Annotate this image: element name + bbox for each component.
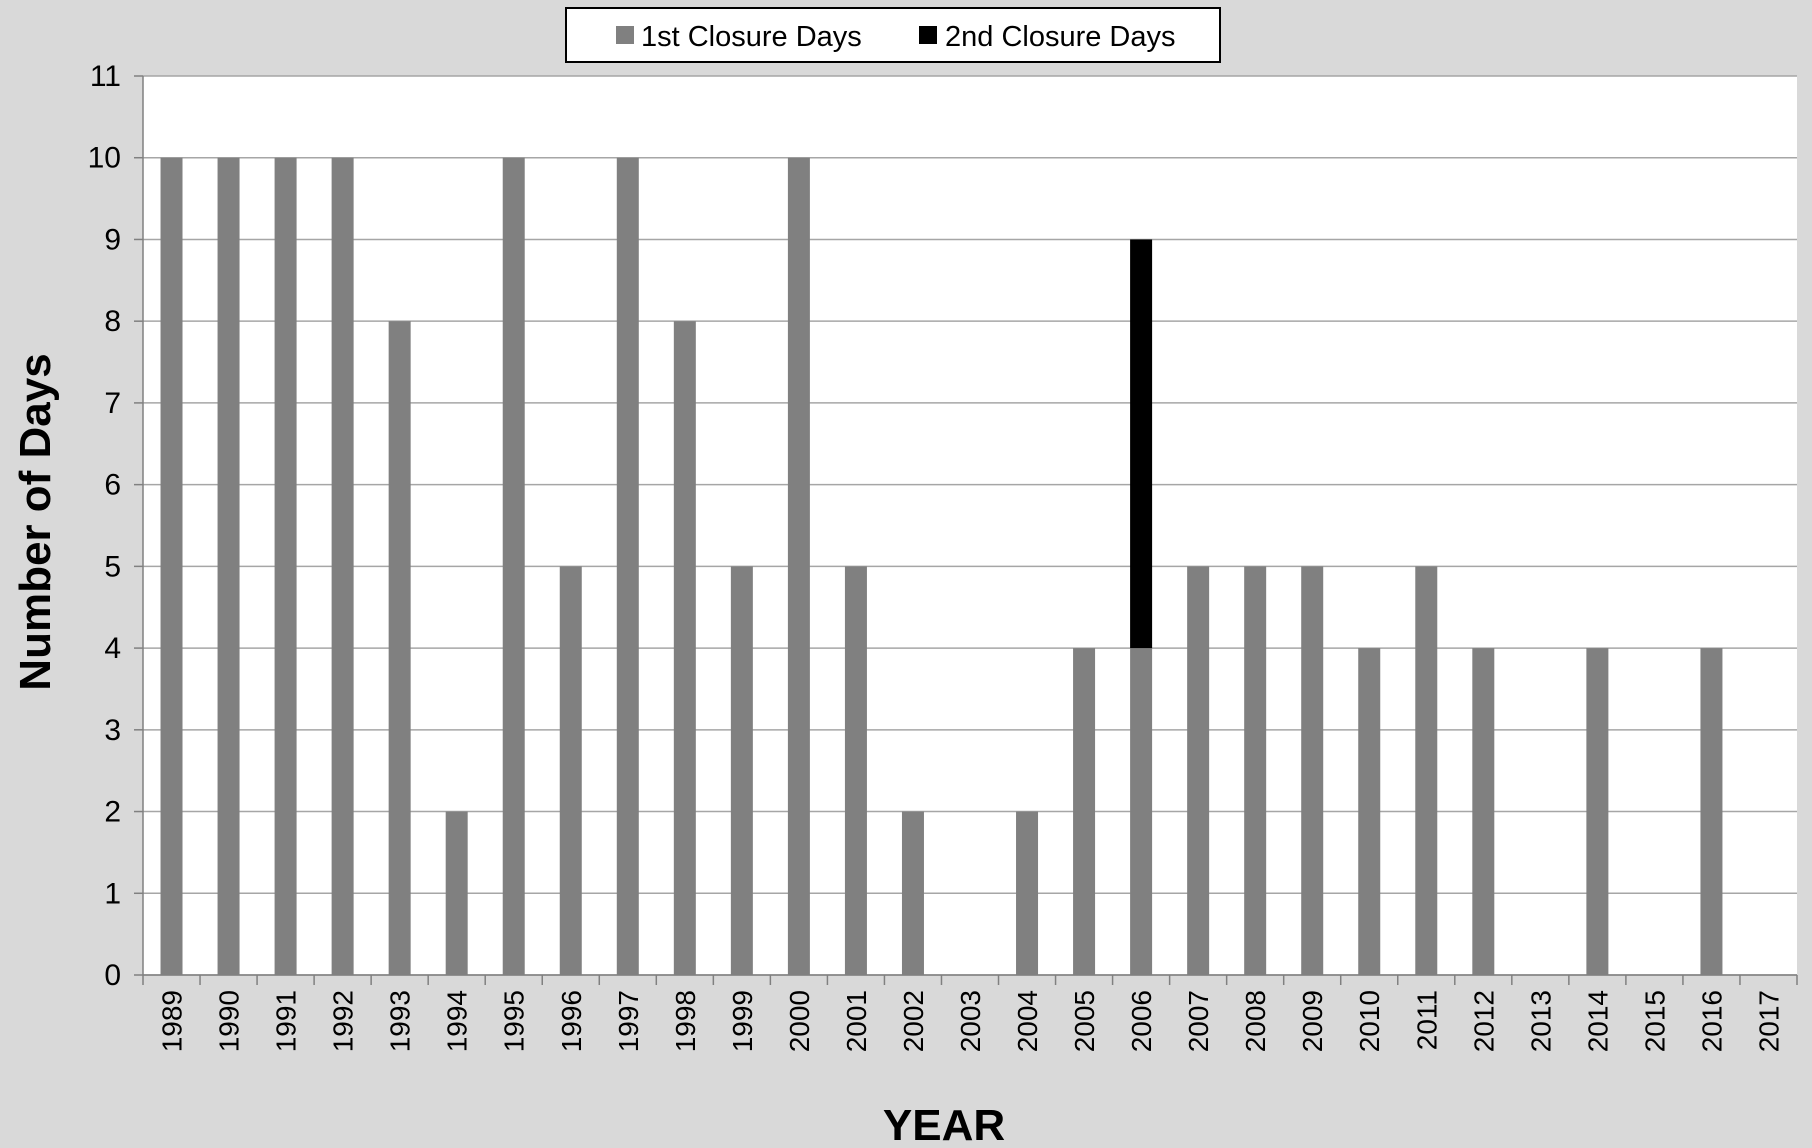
bar-1st-closure-1994 — [445, 811, 468, 975]
y-tick-label: 5 — [104, 550, 121, 583]
x-tick-label: 2005 — [1069, 990, 1100, 1052]
bar-1st-closure-1997 — [616, 157, 639, 975]
y-tick-label: 1 — [104, 877, 121, 910]
bar-2nd-closure-2006 — [1130, 239, 1153, 649]
y-tick-label: 3 — [104, 714, 121, 747]
y-tick-label: 11 — [90, 60, 121, 93]
x-tick-label: 1990 — [214, 990, 245, 1052]
y-axis-title: Number of Days — [11, 353, 60, 690]
bar-1st-closure-2006 — [1130, 648, 1153, 975]
x-tick-label: 2003 — [955, 990, 986, 1052]
x-tick-label: 2006 — [1126, 990, 1157, 1052]
bar-1st-closure-1992 — [331, 157, 354, 975]
y-tick-labels: 0 1 2 3 4 5 6 7 8 9 10 11 — [88, 60, 143, 992]
bar-1st-closure-1996 — [559, 566, 582, 975]
bar-1st-closure-2011 — [1415, 566, 1438, 975]
legend-label-1st-closure: 1st Closure Days — [641, 21, 862, 53]
y-tick-label: 0 — [104, 959, 121, 992]
y-tick-label: 9 — [104, 223, 121, 256]
axes — [142, 76, 1797, 976]
legend-swatch-1st-closure — [616, 26, 634, 44]
bar-1st-closure-2004 — [1016, 811, 1039, 975]
bar-1st-closure-2005 — [1073, 648, 1096, 975]
plot-area — [143, 76, 1797, 975]
bar-1st-closure-2008 — [1244, 566, 1267, 975]
bar-1st-closure-2016 — [1700, 648, 1723, 975]
bar-1st-closure-1989 — [160, 157, 183, 975]
x-tick-label: 2008 — [1240, 990, 1271, 1052]
legend-swatch-2nd-closure — [919, 26, 937, 44]
x-tick-label: 2010 — [1354, 990, 1385, 1052]
bar-1st-closure-2010 — [1358, 648, 1381, 975]
x-tick-label: 1998 — [670, 990, 701, 1052]
x-tick-label: 2011 — [1411, 990, 1442, 1050]
gridlines — [143, 75, 1797, 976]
y-tick-label: 4 — [104, 632, 121, 665]
x-tick-label: 2000 — [784, 990, 815, 1052]
bar-1st-closure-1995 — [502, 157, 525, 975]
x-tick-label: 1993 — [385, 990, 416, 1052]
x-tick-label: 1995 — [499, 990, 530, 1052]
x-tick-label: 2015 — [1639, 990, 1670, 1052]
x-tick-label: 1994 — [442, 990, 473, 1052]
bar-1st-closure-2007 — [1187, 566, 1210, 975]
x-tick-label: 2007 — [1183, 990, 1214, 1052]
bar-1st-closure-1999 — [730, 566, 753, 975]
bar-1st-closure-2001 — [844, 566, 867, 975]
bar-1st-closure-1991 — [274, 157, 297, 975]
x-axis-title: YEAR — [883, 1101, 1005, 1148]
bar-1st-closure-1998 — [673, 321, 696, 975]
x-tick-label: 1996 — [556, 990, 587, 1052]
x-tick-label: 1992 — [328, 990, 359, 1052]
bar-1st-closure-1993 — [388, 321, 411, 975]
x-tick-label: 2004 — [1012, 990, 1043, 1052]
x-tick-label: 1999 — [727, 990, 758, 1052]
y-tick-label: 6 — [104, 469, 121, 502]
x-tick-label: 2001 — [841, 990, 872, 1052]
bar-1st-closure-2002 — [901, 811, 924, 975]
x-tick-labels: 1989 1990 1991 1992 1993 1994 1995 1996 1997 1998… — [142, 975, 1798, 1052]
bar-1st-closure-1990 — [217, 157, 240, 975]
x-tick-label: 2012 — [1468, 990, 1499, 1052]
bar-1st-closure-2012 — [1472, 648, 1495, 975]
bar-1st-closure-2000 — [787, 157, 810, 975]
bar-1st-closure-2009 — [1301, 566, 1324, 975]
y-tick-label: 2 — [104, 796, 121, 829]
bar-1st-closure-2014 — [1586, 648, 1609, 975]
y-tick-label: 7 — [104, 387, 121, 420]
y-tick-label: 10 — [88, 142, 121, 175]
x-tick-label: 2017 — [1753, 990, 1784, 1052]
y-tick-label: 8 — [104, 305, 121, 338]
bars — [160, 157, 1723, 975]
x-tick-label: 1997 — [613, 990, 644, 1052]
x-tick-label: 2009 — [1297, 990, 1328, 1052]
legend: 1st Closure Days 2nd Closure Days — [565, 7, 1221, 63]
x-tick-label: 1989 — [157, 990, 188, 1052]
x-tick-label: 1991 — [271, 990, 302, 1052]
legend-label-2nd-closure: 2nd Closure Days — [945, 21, 1176, 53]
x-tick-label: 2016 — [1696, 990, 1727, 1052]
x-tick-label: 2013 — [1525, 990, 1556, 1052]
x-tick-label: 2002 — [898, 990, 929, 1052]
x-tick-label: 2014 — [1582, 990, 1613, 1052]
legend-box — [565, 7, 1221, 63]
